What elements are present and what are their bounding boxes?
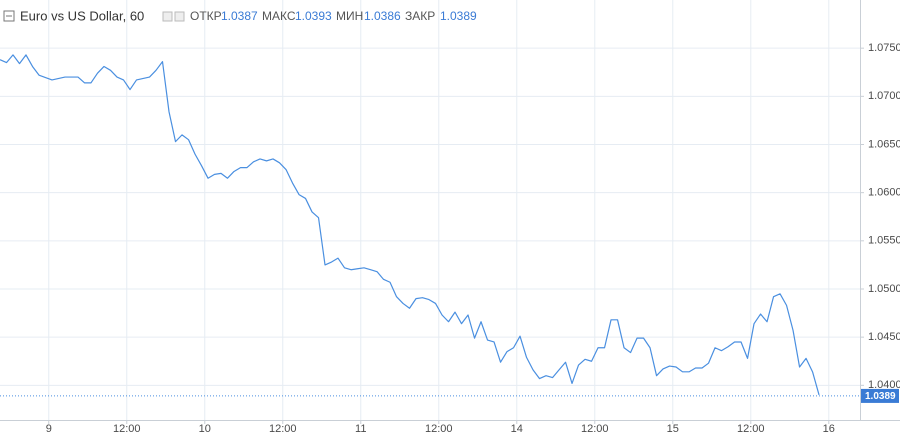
- open-label: ОТКР: [190, 9, 222, 23]
- x-tick-label: 12:00: [737, 423, 765, 434]
- last-price-label: 1.0389: [865, 391, 896, 402]
- high-label: МАКС: [262, 9, 296, 23]
- x-tick-label: 12:00: [113, 423, 141, 434]
- symbol-title: Euro vs US Dollar, 60: [20, 8, 144, 23]
- x-tick-label: 11: [355, 423, 366, 434]
- close-label: ЗАКР: [405, 9, 435, 23]
- low-value: 1.0386: [364, 9, 401, 23]
- x-tick-label: 10: [199, 423, 211, 434]
- x-tick-label: 12:00: [269, 423, 297, 434]
- x-tick-label: 14: [511, 423, 523, 434]
- y-tick-label: 1.0700: [868, 90, 900, 102]
- collapse-icon[interactable]: [3, 10, 15, 22]
- last-price-box: [861, 388, 899, 403]
- x-tick-label: 9: [46, 423, 52, 434]
- x-tick-label: 16: [823, 423, 835, 434]
- x-tick-label: 12:00: [581, 423, 609, 434]
- settings-icon[interactable]: [162, 11, 173, 22]
- y-tick-label: 1.0650: [868, 138, 900, 150]
- low-label: МИН: [336, 9, 363, 23]
- y-tick-label: 1.0400: [868, 379, 900, 391]
- close-value: 1.0389: [440, 9, 477, 23]
- grid: [0, 0, 860, 420]
- y-tick-label: 1.0450: [868, 331, 900, 343]
- x-tick-label: 12:00: [425, 423, 453, 434]
- open-value: 1.0387: [221, 9, 258, 23]
- y-tick-label: 1.0750: [868, 42, 900, 54]
- x-tick-label: 15: [667, 423, 679, 434]
- y-tick-label: 1.0500: [868, 283, 900, 295]
- high-value: 1.0393: [295, 9, 332, 23]
- y-tick-label: 1.0600: [868, 187, 900, 199]
- price-line: [0, 54, 820, 396]
- y-tick-label: 1.0550: [868, 235, 900, 247]
- close-icon[interactable]: [174, 11, 185, 22]
